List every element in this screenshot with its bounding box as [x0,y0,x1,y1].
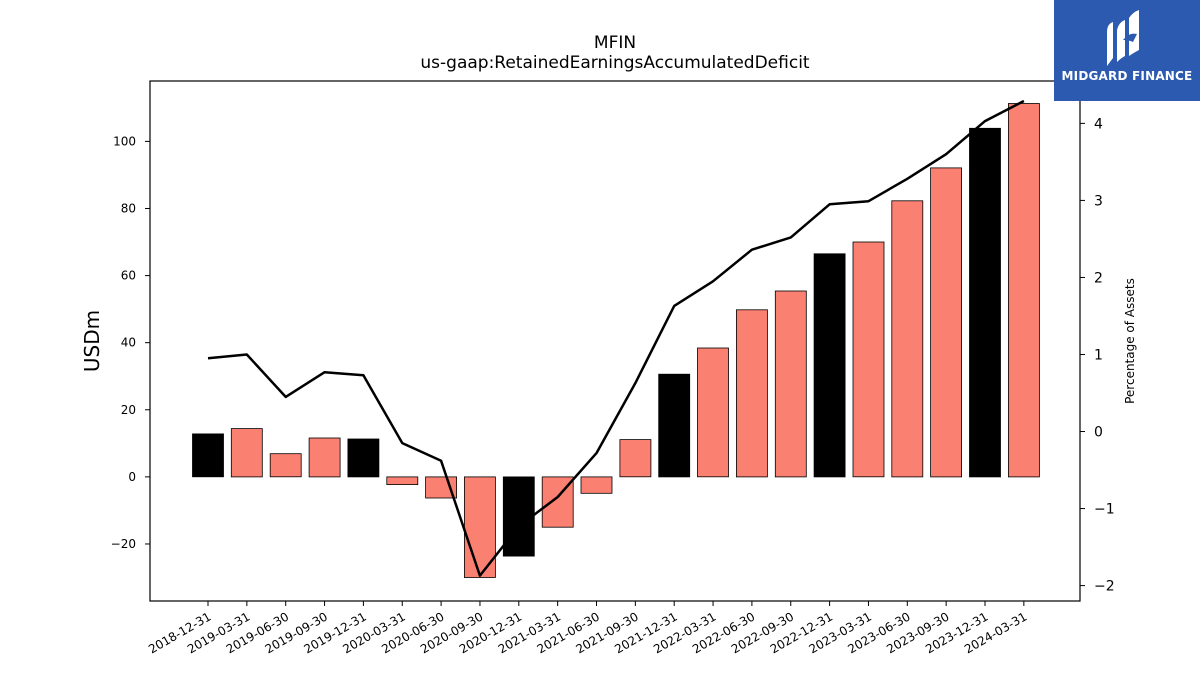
bar-2019-06-30 [269,453,302,478]
y-right-tick-label: 1 [1094,347,1103,363]
y-right-tick-label: 4 [1094,116,1103,132]
bar-2021-09-30 [619,439,652,478]
y-axis-label-right: Percentage of Assets [1123,278,1137,404]
x-axis: 2018-12-312019-03-312019-06-302019-09-30… [146,601,1029,656]
logo-mark-icon [1107,10,1139,66]
y-tick-label: 40 [121,336,136,350]
y-tick-label: 100 [113,134,136,148]
bar-2023-09-30 [930,167,962,478]
right-axis: −2 −1 0 1 2 3 4 [1080,116,1115,595]
brand-logo: MIDGARD FINANCE [1054,0,1200,101]
bar-2021-12-31 [658,373,691,478]
left-axis: −20 0 20 40 60 80 100 [111,134,150,551]
plot-frame [149,80,1081,602]
y-right-tick-label: 2 [1094,270,1103,286]
bar-2020-09-30 [463,476,496,578]
bar-2018-12-31 [192,433,224,478]
bar-2023-03-31 [852,241,885,478]
y-tick-label: 60 [121,269,136,283]
logo-text: MIDGARD FINANCE [1061,69,1193,83]
y-right-tick-label: 0 [1094,425,1103,441]
bar-2021-06-30 [580,476,613,494]
assets-percentage-line [207,99,1025,577]
y-right-tick-label: −1 [1094,502,1115,518]
bar-2022-09-30 [774,290,807,478]
y-right-tick-label: 3 [1094,193,1103,209]
bar-2020-03-31 [386,476,419,485]
y-tick-label: −20 [111,537,136,551]
y-tick-label: 80 [121,201,136,215]
bar-2019-09-30 [308,437,341,478]
line-layer [207,99,1025,577]
chart-title: MFIN [594,33,636,53]
chart-subtitle: us-gaap:RetainedEarningsAccumulatedDefic… [420,53,810,73]
bar-2020-12-31 [502,476,535,557]
bar-2024-03-31 [1008,103,1040,478]
bar-2023-12-31 [969,127,1001,478]
bar-2022-12-31 [813,253,846,478]
y-tick-label: 0 [128,470,136,484]
bar-2019-03-31 [230,428,263,478]
y-tick-label: 20 [121,403,136,417]
bar-2023-06-30 [891,200,924,478]
bar-2022-03-31 [697,347,729,478]
y-axis-label: USDm [80,310,104,372]
bar-2022-06-30 [736,309,768,478]
y-right-tick-label: −2 [1094,579,1115,595]
bar-2019-12-31 [347,438,380,478]
